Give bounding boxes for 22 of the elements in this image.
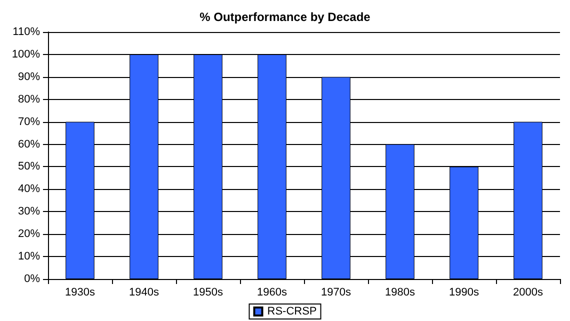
x-tick-label: 1940s <box>129 286 160 298</box>
y-tick-label: 40% <box>18 183 40 196</box>
y-tick-label: 80% <box>18 93 40 106</box>
y-tick-label: 70% <box>18 116 40 128</box>
y-tick-label: 0% <box>24 273 40 285</box>
y-tick-label: 60% <box>18 138 40 150</box>
x-tick-label: 1960s <box>257 286 288 298</box>
y-tick-label: 10% <box>18 250 40 263</box>
y-tick-label: 20% <box>18 228 40 240</box>
x-tick-label: 1930s <box>65 286 96 298</box>
y-tick-label: 50% <box>18 160 40 173</box>
x-tick-label: 2000s <box>513 286 544 298</box>
y-tick-label: 100% <box>12 48 40 60</box>
y-tick-label: 110% <box>12 26 40 38</box>
x-tick-label: 1990s <box>449 286 480 298</box>
chart-title: % Outperformance by Decade <box>200 10 371 24</box>
legend-label: RS-CRSP <box>267 306 317 318</box>
y-tick-label: 90% <box>18 70 40 83</box>
x-tick-label: 1970s <box>321 286 352 298</box>
y-tick-label: 30% <box>18 206 40 218</box>
x-tick-label: 1980s <box>385 286 416 298</box>
x-tick-label: 1950s <box>193 286 224 298</box>
